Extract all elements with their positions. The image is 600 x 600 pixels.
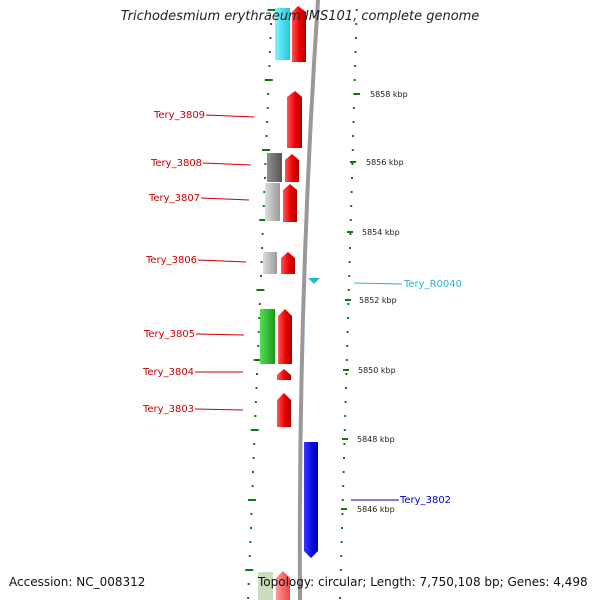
cds-arrow-forward <box>278 309 292 364</box>
gene-label: Tery_3804 <box>142 367 194 378</box>
cds-arrow-forward <box>283 184 297 222</box>
cog-box-green-faded <box>258 572 273 600</box>
gene-label: Tery_3809 <box>153 110 205 121</box>
scale-ticks-left <box>245 9 276 599</box>
cog-box-gray <box>267 153 282 182</box>
cds-arrow-forward <box>287 91 302 148</box>
cds-arrow-forward <box>292 6 306 62</box>
cds-arrow-forward <box>277 369 291 380</box>
gene-label: Tery_3808 <box>150 158 202 169</box>
cog-box-lightgray <box>265 183 280 221</box>
cds-arrow-forward <box>277 393 291 427</box>
cds-arrow-forward-faded <box>276 571 290 600</box>
accession-text: Accession: NC_008312 <box>9 575 146 589</box>
scale-labels: 5858 kbp 5856 kbp 5854 kbp 5852 kbp 5850… <box>341 90 408 514</box>
scale-label: 5846 kbp <box>357 505 395 514</box>
cog-box-green <box>260 309 275 364</box>
cds-arrow-reverse <box>304 442 318 558</box>
scale-label: 5852 kbp <box>359 296 397 305</box>
gene-label: Tery_R0040 <box>403 279 462 290</box>
rna-marker <box>308 278 320 284</box>
cog-ring <box>258 8 290 600</box>
cog-box-cyan <box>275 8 290 60</box>
gene-label: Tery_3807 <box>148 193 200 204</box>
genome-backbone <box>297 0 320 600</box>
cog-box-lightgray <box>263 252 277 274</box>
scale-label: 5850 kbp <box>358 366 396 375</box>
cds-arrow-forward <box>285 154 299 182</box>
map-title: Trichodesmium erythraeum IMS101, complet… <box>120 9 480 24</box>
gene-label: Tery_3805 <box>143 329 195 340</box>
topology-text: Topology: circular; Length: 7,750,108 bp… <box>258 575 588 589</box>
cds-arrow-forward <box>281 252 295 274</box>
scale-label: 5848 kbp <box>357 435 395 444</box>
gene-label: Tery_3803 <box>142 404 194 415</box>
scale-label: 5856 kbp <box>366 158 404 167</box>
scale-label: 5854 kbp <box>362 228 400 237</box>
gene-label: Tery_3802 <box>399 495 451 506</box>
gene-labels: Tery_3809 Tery_3808 Tery_3807 Tery_3806 … <box>142 110 462 506</box>
cds-track <box>276 6 320 600</box>
gene-label: Tery_3806 <box>145 255 197 266</box>
scale-label: 5858 kbp <box>370 90 408 99</box>
